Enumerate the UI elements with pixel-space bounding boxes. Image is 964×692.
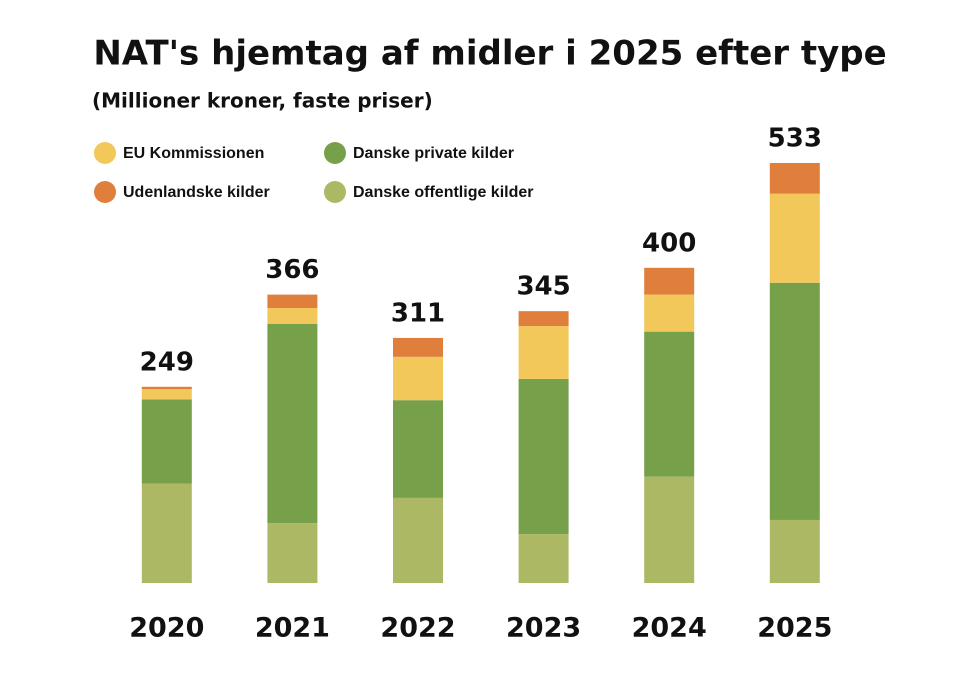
bar-segment — [141, 399, 192, 484]
chart-subtitle: (Millioner kroner, faste priser) — [92, 89, 433, 113]
legend-label: Udenlandske kilder — [123, 184, 270, 201]
bar-segment — [393, 400, 443, 498]
x-tick-label: 2023 — [506, 613, 581, 644]
bar-segment — [393, 337, 443, 357]
total-label: 366 — [265, 255, 319, 285]
bar-segment — [267, 523, 318, 583]
bar-segment — [141, 483, 192, 583]
legend-swatch — [324, 181, 346, 203]
x-tick-label: 2021 — [255, 613, 330, 644]
total-label: 311 — [391, 298, 445, 328]
bar-segment — [518, 326, 569, 379]
bar-segment — [769, 163, 820, 194]
bar-segment — [644, 294, 695, 332]
bar-segment — [769, 193, 820, 283]
bar-segment — [518, 534, 569, 583]
x-tick-label: 2025 — [757, 613, 832, 644]
bar-segment — [141, 386, 192, 390]
bar-segment — [393, 356, 443, 401]
total-label: 345 — [516, 272, 570, 302]
bar-segment — [644, 267, 695, 295]
chart-title: NAT's hjemtag af midler i 2025 efter typ… — [93, 34, 886, 74]
bar-segment — [141, 389, 192, 400]
bar-segment — [769, 519, 820, 583]
legend-swatch — [324, 142, 346, 164]
total-label: 533 — [768, 124, 822, 154]
bar-segment — [769, 282, 820, 520]
bar-segment — [644, 331, 695, 477]
x-tick-label: 2024 — [632, 613, 707, 644]
legend-label: Danske private kilder — [353, 145, 514, 162]
bar-segment — [518, 378, 569, 535]
bar-segment — [267, 307, 318, 324]
x-tick-label: 2020 — [129, 613, 204, 644]
legend-swatch — [94, 142, 116, 164]
x-tick-label: 2022 — [380, 613, 455, 644]
legend-swatch — [94, 181, 116, 203]
bar-segment — [393, 497, 443, 583]
bar-segment — [267, 323, 318, 524]
bar-segment — [644, 476, 695, 583]
total-label: 400 — [642, 228, 696, 258]
bar-segment — [267, 294, 318, 308]
legend-label: Danske offentlige kilder — [353, 184, 534, 201]
legend-label: EU Kommissionen — [123, 145, 264, 162]
total-label: 249 — [140, 347, 194, 377]
bar-segment — [518, 311, 569, 327]
